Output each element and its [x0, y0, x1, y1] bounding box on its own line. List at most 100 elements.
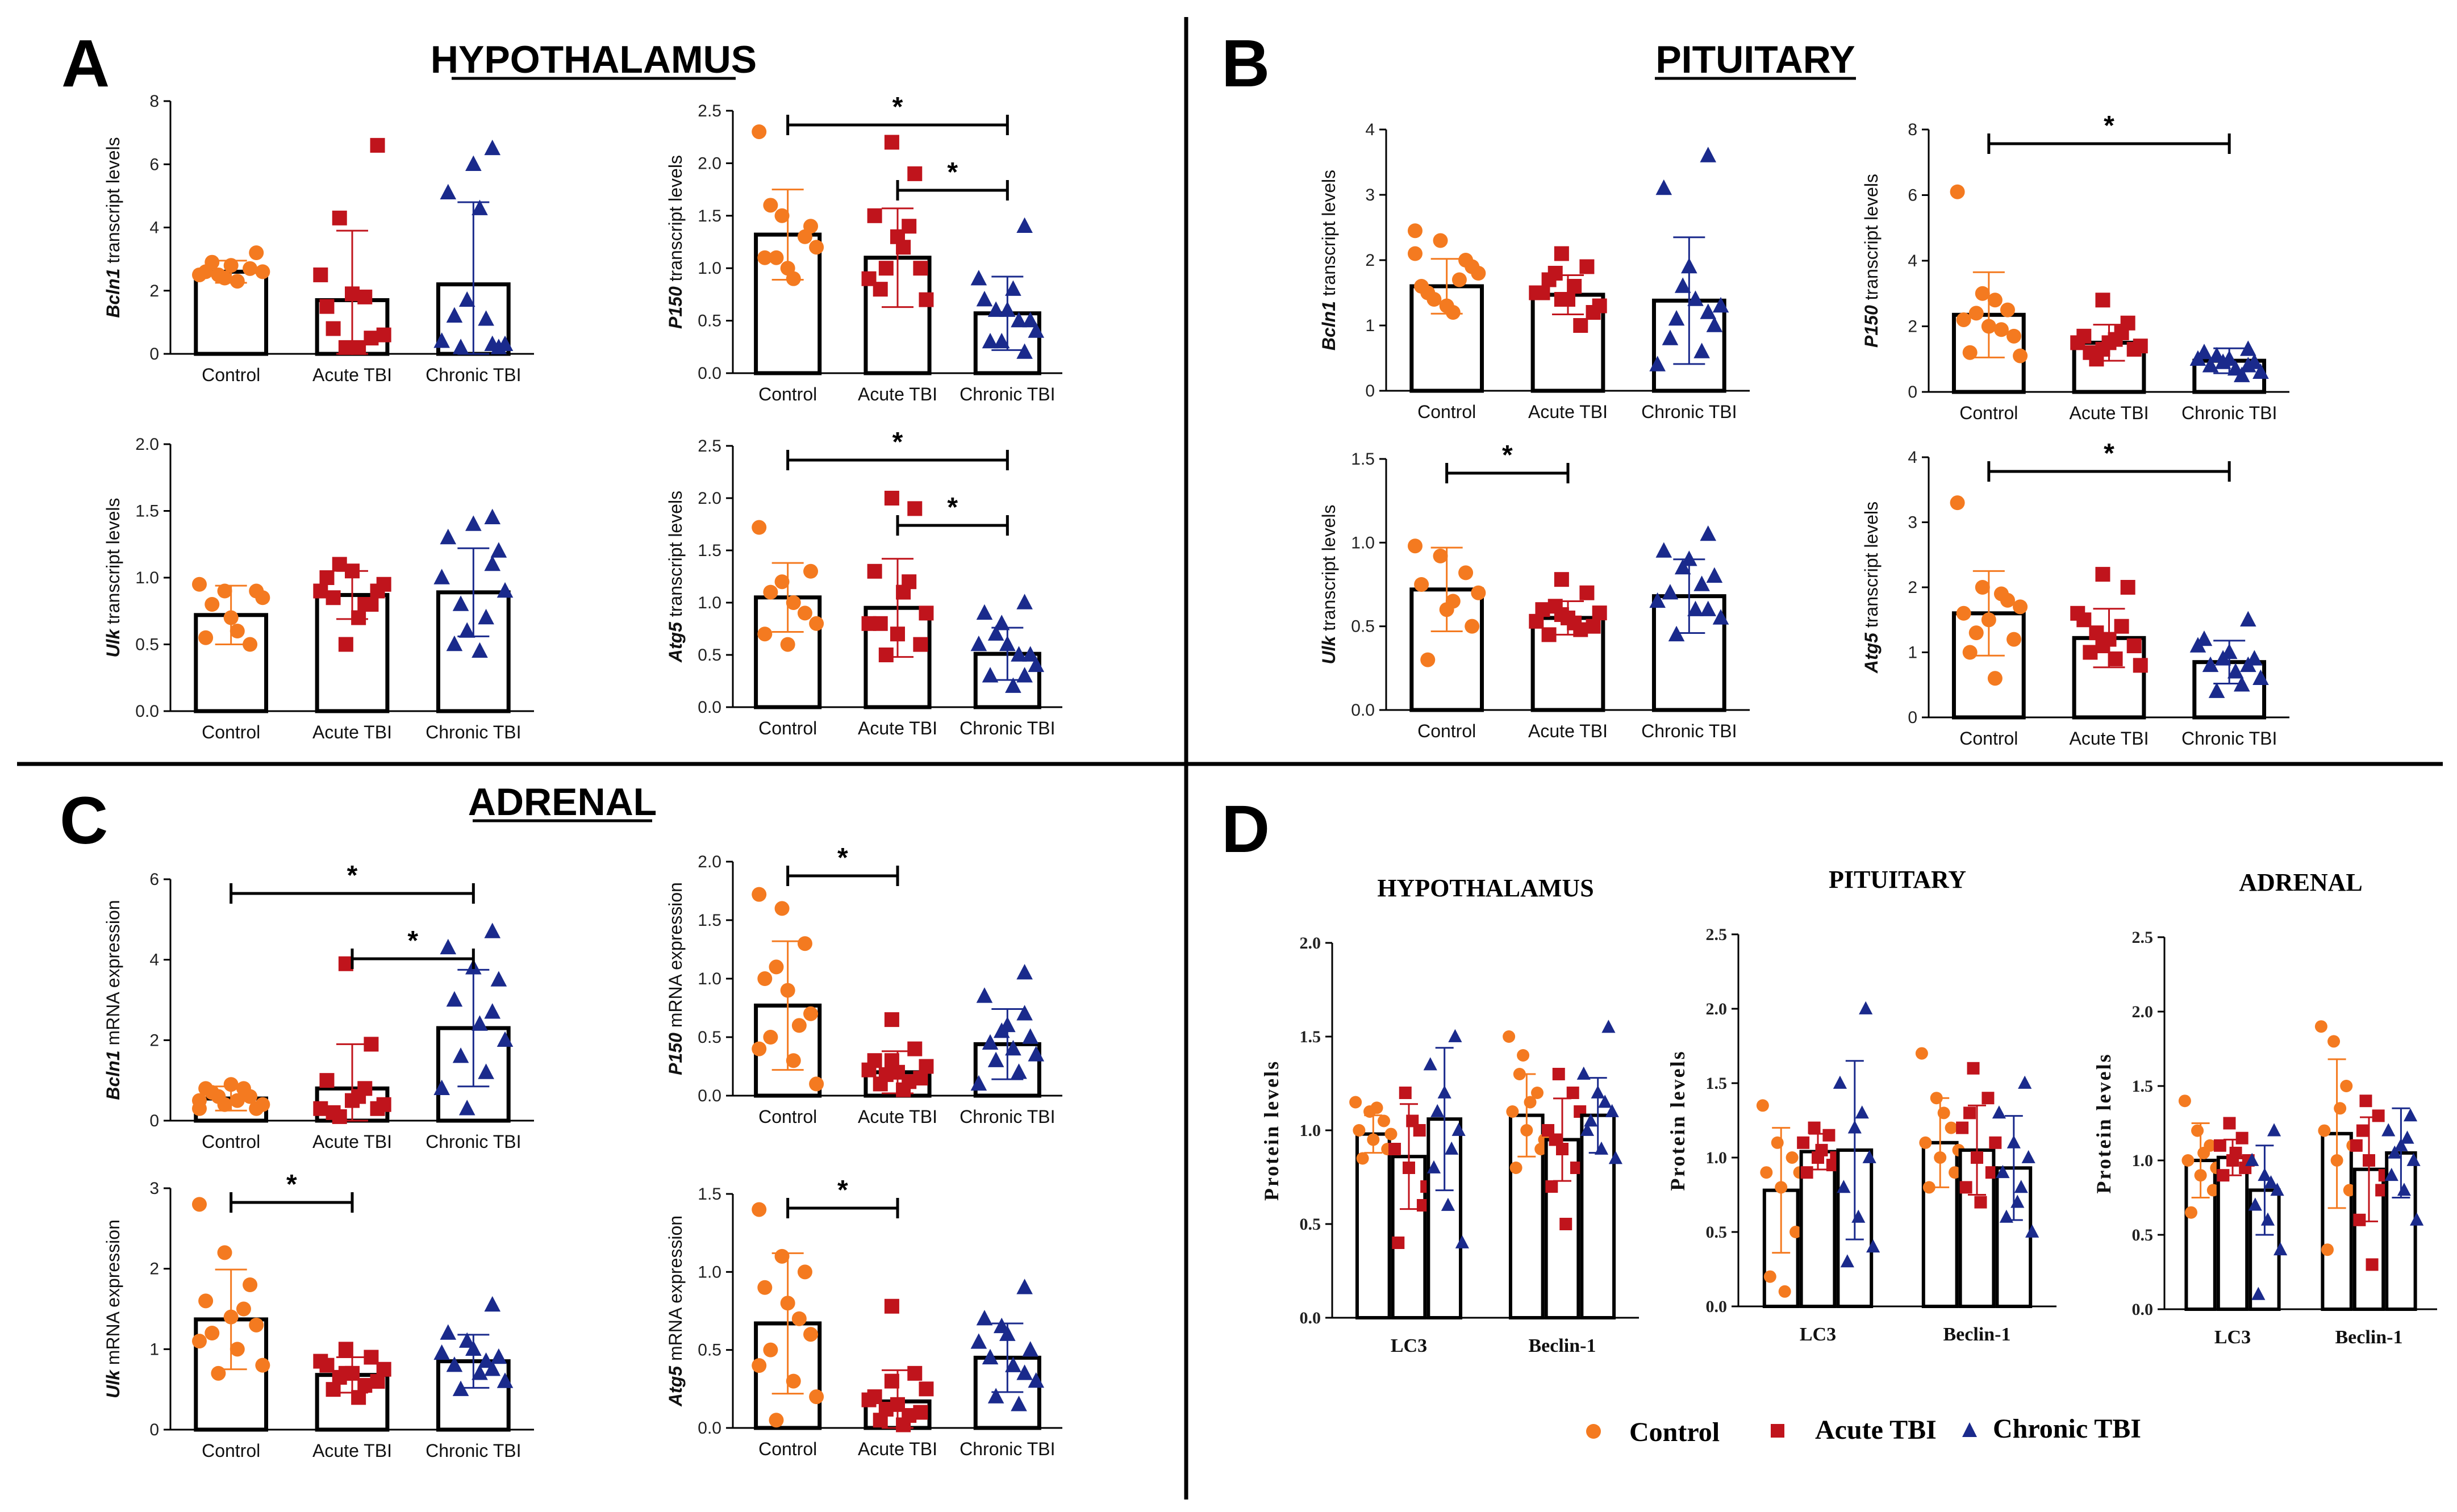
- data-point: [1862, 1150, 1876, 1163]
- data-point: [2240, 340, 2256, 356]
- data-point: [205, 597, 220, 612]
- data-point: [1573, 622, 1588, 637]
- data-point: [1866, 1239, 1880, 1253]
- data-point: [2217, 1169, 2230, 1182]
- data-point: [2202, 357, 2219, 373]
- data-point: [2258, 1168, 2272, 1181]
- significance-star: *: [286, 1169, 297, 1200]
- data-point: [913, 261, 928, 276]
- data-point: [803, 1006, 819, 1021]
- panel-letter-d: D: [1221, 792, 1270, 867]
- data-point: [791, 1018, 807, 1033]
- data-point: [465, 515, 482, 531]
- region-title-hypothalamus: HYPOTHALAMUS: [431, 38, 757, 81]
- significance-star: *: [837, 843, 848, 873]
- data-point: [2359, 1095, 2372, 1108]
- data-point: [1982, 1092, 1995, 1105]
- data-point: [1570, 1162, 1583, 1174]
- data-point: [2321, 1243, 2334, 1256]
- y-axis-gene: Ulk: [1319, 634, 1339, 664]
- data-point: [497, 1031, 514, 1047]
- data-point: [191, 1197, 207, 1212]
- data-point: [1016, 343, 1033, 359]
- category-label: Chronic TBI: [426, 1440, 521, 1461]
- data-point: [446, 991, 463, 1007]
- data-point: [484, 508, 501, 524]
- chart-a-ulk: 0.0 0.5 1.0 1.5 2.0 Ulk transcript levels Cont…: [103, 435, 534, 742]
- data-point: [1471, 266, 1486, 281]
- data-point: [2014, 1180, 2028, 1193]
- data-point: [1426, 292, 1442, 307]
- data-point: [1971, 1151, 1983, 1164]
- data-point: [2233, 366, 2250, 382]
- y-tick-label: 1.5: [1706, 1074, 1728, 1093]
- data-point: [1430, 1104, 1445, 1117]
- category-label: Chronic TBI: [2181, 403, 2277, 423]
- y-tick-label: 1.0: [698, 970, 721, 988]
- data-point: [1531, 1087, 1544, 1099]
- data-point: [211, 267, 226, 282]
- data-point: [1950, 495, 1965, 511]
- y-tick-label: 0.0: [1706, 1297, 1728, 1316]
- data-point: [999, 301, 1016, 317]
- y-tick-label: 1.0: [1351, 533, 1375, 552]
- y-tick-label: 3: [1365, 186, 1375, 204]
- data-point: [774, 574, 790, 590]
- data-point: [497, 1372, 514, 1388]
- category-label: Acute TBI: [312, 722, 392, 742]
- category-label: Acute TBI: [1528, 402, 1608, 422]
- data-point: [1800, 1166, 1813, 1179]
- data-point: [1554, 572, 1569, 587]
- data-point: [786, 271, 801, 286]
- data-point: [1851, 1209, 1866, 1223]
- data-point: [1981, 612, 1996, 628]
- data-point: [1554, 246, 1569, 261]
- data-point: [763, 198, 778, 213]
- category-label: Acute TBI: [858, 384, 937, 404]
- data-point: [970, 1075, 987, 1091]
- chart-title: PITUITARY: [1829, 866, 1966, 893]
- data-point: [484, 1360, 501, 1376]
- data-point: [249, 1317, 264, 1333]
- y-axis-unit: transcript levels: [103, 498, 123, 629]
- data-point: [1949, 1166, 1962, 1179]
- data-point: [230, 1093, 245, 1108]
- y-axis-unit: mRNA expression: [665, 1216, 686, 1366]
- data-point: [803, 1327, 819, 1342]
- data-point: [2400, 1130, 2414, 1144]
- data-point: [2248, 1197, 2262, 1211]
- data-point: [1011, 646, 1027, 662]
- data-point: [1441, 1197, 1455, 1211]
- category-label: Control: [1417, 721, 1476, 741]
- data-point: [1837, 1180, 1851, 1193]
- data-point: [205, 254, 220, 270]
- y-axis-label: Atg5 mRNA expression: [665, 1216, 686, 1407]
- data-point: [1989, 1136, 2002, 1149]
- data-point: [1028, 322, 1045, 338]
- data-point: [2089, 625, 2104, 641]
- data-point: [478, 310, 494, 326]
- data-point: [757, 1280, 773, 1295]
- category-label: LC3: [2214, 1327, 2251, 1348]
- data-point: [2381, 1123, 2396, 1137]
- data-point: [2194, 1169, 2207, 1182]
- data-point: [1706, 316, 1723, 332]
- data-point: [357, 289, 373, 304]
- y-axis-label: Ulk transcript levels: [103, 498, 123, 658]
- data-point: [993, 1022, 1010, 1038]
- data-point: [1349, 1096, 1362, 1109]
- data-point: [809, 616, 824, 631]
- data-point: [1668, 310, 1685, 326]
- y-tick-label: 8: [149, 92, 159, 111]
- data-point: [1786, 1151, 1799, 1164]
- data-point: [919, 1381, 934, 1397]
- data-point: [191, 577, 207, 592]
- y-axis-unit: transcript levels: [103, 137, 123, 268]
- data-point: [884, 1298, 899, 1314]
- chart-c-ulk: 0 1 2 3 Ulk mRNA expression Control Acute TBI C…: [103, 1169, 534, 1461]
- data-point: [1554, 607, 1569, 623]
- y-tick-label: 0.0: [698, 698, 721, 717]
- data-point: [2410, 1212, 2424, 1226]
- data-point: [2013, 348, 2028, 364]
